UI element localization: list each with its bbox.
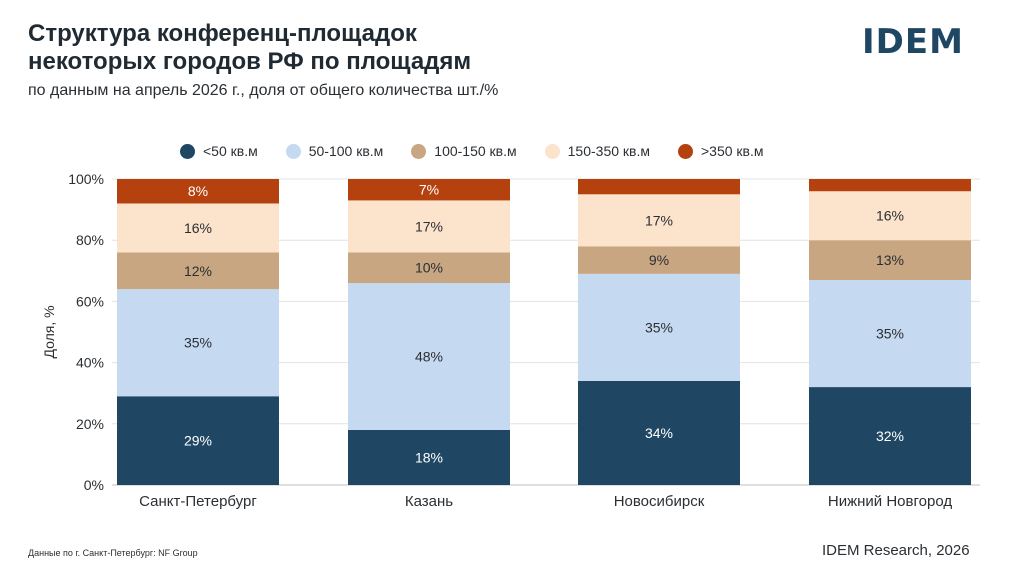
legend-item: 100-150 кв.м (411, 143, 517, 159)
y-tick-label: 60% (76, 293, 104, 309)
bar-segment (809, 179, 971, 192)
chart-subtitle: по данным на апрель 2026 г., доля от общ… (28, 82, 499, 99)
bar-segment (809, 387, 971, 485)
bar-segment (578, 246, 740, 274)
bar-segment (809, 191, 971, 241)
bar-segment (578, 179, 740, 195)
legend-color-dot (285, 143, 301, 159)
legend-label: >350 кв.м (701, 143, 764, 159)
legend-color-dot (180, 143, 195, 159)
bar-segment (117, 396, 279, 485)
research-credit: IDEM Research, 2026 (822, 542, 970, 559)
data-label: 32% (876, 428, 904, 444)
x-category-label: Новосибирск (614, 493, 705, 510)
y-tick-label: 100% (68, 171, 104, 187)
y-tick-label: 20% (76, 416, 104, 432)
data-label: 35% (876, 326, 904, 342)
bar-segment (117, 289, 279, 397)
data-label: 7% (419, 182, 439, 198)
bar-segment (578, 380, 740, 485)
data-label: 48% (415, 348, 443, 364)
bar-segment (348, 179, 510, 201)
legend-item: >350 кв.м (678, 143, 764, 159)
legend-label: 150-350 кв.м (567, 143, 650, 159)
data-label: 9% (649, 252, 669, 268)
data-source-note: Данные по г. Санкт-Петербург: NF Group (28, 548, 198, 558)
data-label: 12% (184, 263, 212, 279)
data-label: 34% (645, 425, 673, 441)
legend-item: <50 кв.м (180, 143, 258, 159)
chart-title: Структура конференц-площадок некоторых г… (28, 20, 628, 76)
data-label: 13% (876, 252, 904, 268)
legend-color-dot (678, 143, 693, 159)
legend-label: 50-100 кв.м (308, 143, 384, 159)
bar-segment (117, 179, 279, 204)
bar-segment (348, 429, 510, 485)
bar-segment (348, 252, 510, 284)
bar-segment (117, 252, 279, 290)
data-label: 17% (645, 212, 673, 228)
data-label: 35% (184, 335, 212, 351)
bar-segment (809, 240, 971, 280)
x-category-label: Нижний Новгород (828, 493, 952, 510)
data-label: 10% (415, 260, 443, 276)
legend-item: 150-350 кв.м (544, 143, 650, 159)
legend-item: 50-100 кв.м (285, 143, 384, 159)
data-label: 17% (415, 218, 443, 234)
data-label: 18% (415, 449, 443, 465)
x-category-label: Казань (405, 493, 453, 510)
legend-label: <50 кв.м (203, 143, 258, 159)
data-label: 29% (184, 433, 212, 449)
legend-label: 100-150 кв.м (434, 143, 517, 159)
data-label: 16% (184, 220, 212, 236)
data-label: 8% (188, 183, 208, 199)
data-label: 16% (876, 208, 904, 224)
y-tick-label: 40% (76, 355, 104, 371)
bar-segment (348, 200, 510, 253)
y-axis-label: Доля, % (41, 305, 57, 358)
chart-legend: <50 кв.м 50-100 кв.м 100-150 кв.м 150-350 к… (180, 141, 792, 161)
x-category-label: Санкт-Петербург (139, 493, 257, 510)
bar-segment (578, 194, 740, 247)
bar-segment (348, 283, 510, 430)
chart-title-line-2: некоторых городов РФ по площадям (28, 48, 472, 75)
legend-color-dot (544, 143, 560, 159)
bar-segment (809, 279, 971, 388)
legend-color-dot (411, 143, 427, 159)
chart-title-line-1: Структура конференц-площадок (28, 20, 417, 47)
bar-segment (117, 203, 279, 253)
data-label: 35% (645, 319, 673, 335)
y-tick-label: 0% (84, 477, 104, 493)
idem-logo: IDEM (862, 22, 964, 62)
bar-segment (578, 273, 740, 381)
y-tick-label: 80% (76, 232, 104, 248)
